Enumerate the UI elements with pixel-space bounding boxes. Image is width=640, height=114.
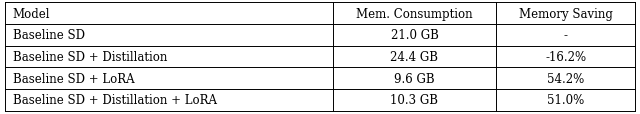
Text: Baseline SD: Baseline SD	[13, 29, 84, 42]
Text: Memory Saving: Memory Saving	[518, 8, 612, 21]
Text: 21.0 GB: 21.0 GB	[390, 29, 438, 42]
Text: -16.2%: -16.2%	[545, 51, 586, 63]
Text: 9.6 GB: 9.6 GB	[394, 72, 435, 85]
Text: Mem. Consumption: Mem. Consumption	[356, 8, 473, 21]
Text: 54.2%: 54.2%	[547, 72, 584, 85]
Text: -: -	[564, 29, 568, 42]
Text: 24.4 GB: 24.4 GB	[390, 51, 438, 63]
Text: 10.3 GB: 10.3 GB	[390, 93, 438, 106]
Text: 51.0%: 51.0%	[547, 93, 584, 106]
Text: Baseline SD + LoRA: Baseline SD + LoRA	[13, 72, 134, 85]
Text: Baseline SD + Distillation + LoRA: Baseline SD + Distillation + LoRA	[13, 93, 217, 106]
Text: Baseline SD + Distillation: Baseline SD + Distillation	[13, 51, 167, 63]
Text: Model: Model	[13, 8, 51, 21]
